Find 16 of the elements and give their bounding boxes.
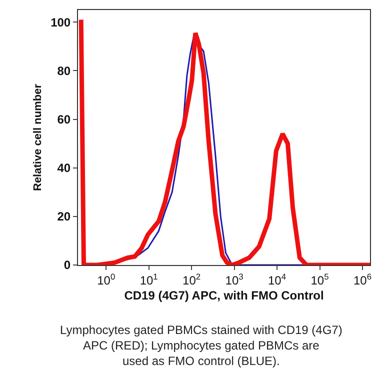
- y-tick-label: 0: [64, 258, 71, 272]
- y-axis-title: Relative cell number: [32, 83, 44, 191]
- x-tick-label: 10$^{2}$: [182, 271, 201, 288]
- y-tick-label: 80: [57, 64, 71, 78]
- x-tick-label: 10$^{5}$: [310, 271, 330, 288]
- x-axis-title: CD19 (4G7) APC, with FMO Control: [124, 288, 324, 302]
- x-tick-label: 10$^{1}$: [140, 271, 158, 288]
- y-tick-label: 60: [57, 112, 71, 126]
- x-tick-label: 10$^{3}$: [225, 271, 244, 288]
- text: Lymphocytes gated PBMCs stained with CD19 (4G7) APC (RED); Lymphocytes gated PBMCs are used as FMO control (BLUE).: [60, 323, 342, 368]
- x-tick-label: 10$^{6}$: [353, 271, 372, 288]
- x-tick-label: 10$^{4}$: [268, 271, 286, 288]
- x-tick-label: 10$^{0}$: [97, 271, 116, 288]
- y-tick-label: 40: [57, 161, 71, 176]
- y-tick-label: 20: [57, 210, 71, 224]
- y-tick-label: 100: [50, 15, 71, 30]
